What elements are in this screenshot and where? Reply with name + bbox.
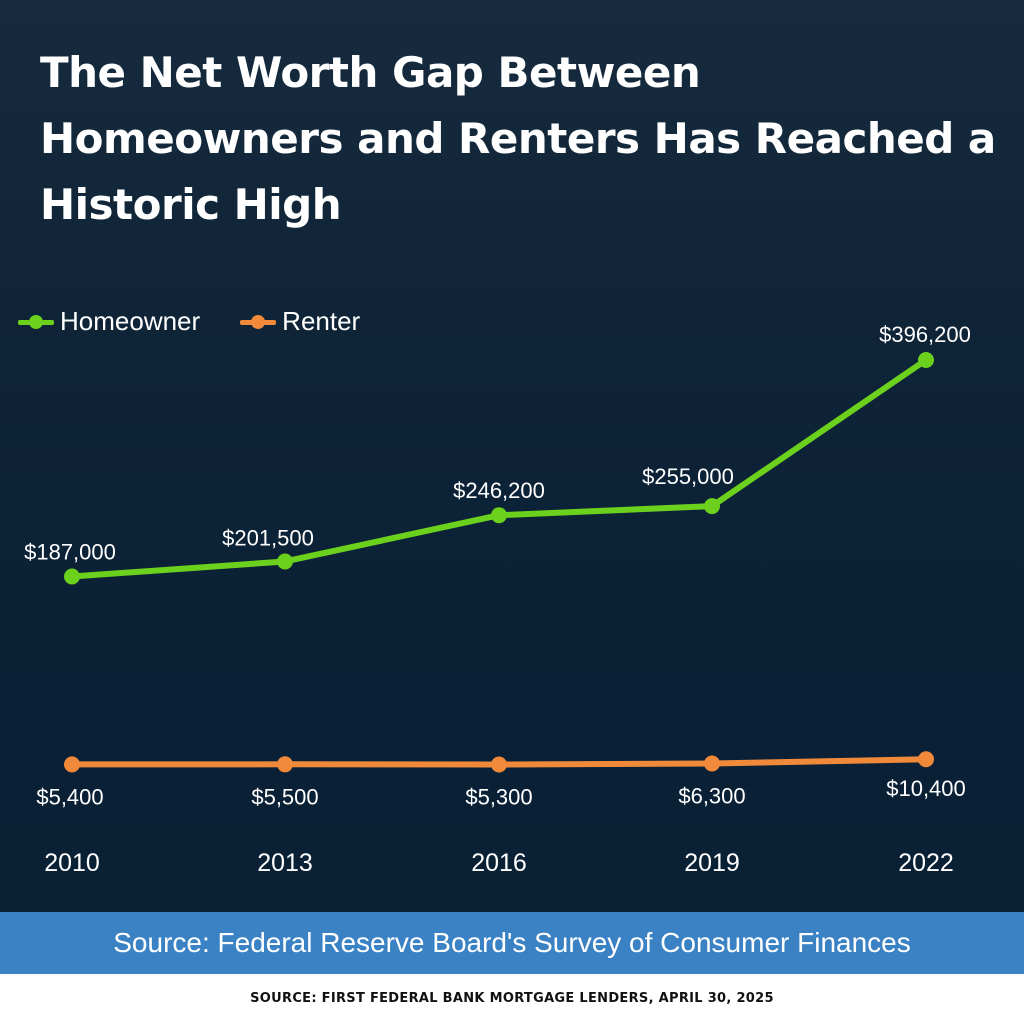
data-label-renter: $5,300 [465,785,532,810]
data-label-homeowner: $246,200 [453,478,545,503]
legend-label-renter: Renter [282,306,361,336]
data-point-renter [64,756,80,773]
legend-swatch-renter [240,312,277,332]
data-point-renter [704,755,720,772]
data-label-homeowner: $396,200 [879,322,971,347]
chart-panel: The Net Worth Gap Between Homeowners and… [0,0,1024,912]
data-label-homeowner: $201,500 [222,525,314,550]
data-label-renter: $10,400 [886,776,966,801]
data-point-renter [491,756,507,773]
line-chart: 2010 2013 2016 2019 2022 $187,000 $201,500 $246… [24,322,971,877]
legend: Homeowner Renter [18,306,400,337]
data-point-homeowner [704,498,720,515]
data-label-homeowner: $255,000 [642,464,734,489]
data-label-renter: $5,500 [251,784,318,809]
x-tick-label: 2010 [44,849,100,877]
x-tick-label: 2019 [684,849,740,877]
data-label-renter: $5,400 [36,784,103,809]
data-label-renter: $6,300 [678,783,745,808]
data-point-renter [277,756,293,773]
x-tick-label: 2016 [471,849,527,877]
legend-item-renter: Renter [240,306,360,337]
x-tick-label: 2013 [257,849,313,877]
data-point-renter [918,751,934,768]
chart-title: The Net Worth Gap Between Homeowners and… [40,48,996,229]
series-line-homeowner [69,357,929,580]
legend-label-homeowner: Homeowner [60,306,201,336]
data-point-homeowner [277,553,293,570]
data-point-homeowner [491,507,507,524]
footer-credit: SOURCE: FIRST FEDERAL BANK MORTGAGE LEND… [250,991,774,1006]
data-label-homeowner: $187,000 [24,539,116,564]
data-point-homeowner [64,568,80,585]
legend-item-homeowner: Homeowner [18,306,200,337]
data-point-homeowner [918,352,934,368]
x-tick-label: 2022 [898,849,954,877]
source-bar: Source: Federal Reserve Board's Survey o… [0,912,1024,974]
legend-swatch-homeowner [18,312,54,332]
